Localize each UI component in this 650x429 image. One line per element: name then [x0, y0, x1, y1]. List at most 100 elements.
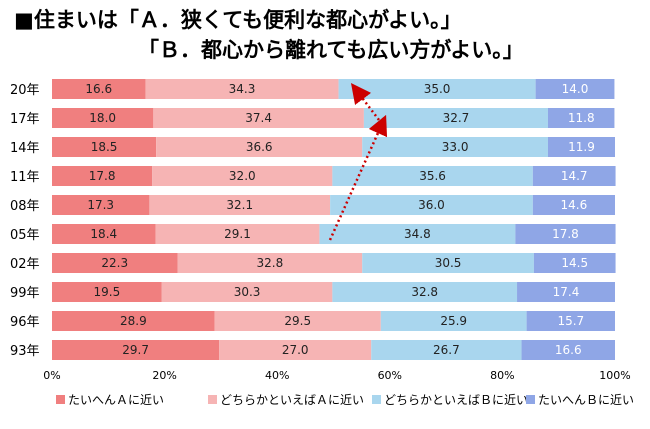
data-label: 29.5: [284, 314, 311, 328]
category-label: 05年: [10, 228, 40, 243]
bar-segment: [153, 108, 364, 128]
x-tick-label: 20%: [152, 369, 176, 382]
bar-segment: [363, 108, 549, 128]
data-label: 15.7: [557, 314, 584, 328]
data-label: 25.9: [440, 314, 467, 328]
legend-swatch: [56, 395, 65, 404]
bar-segment: [362, 137, 549, 157]
x-tick-label: 0%: [43, 369, 60, 382]
data-label: 32.7: [443, 111, 470, 125]
data-label: 35.0: [424, 82, 451, 96]
bar-segment: [52, 79, 146, 99]
data-label: 32.8: [411, 285, 438, 299]
data-label: 29.7: [122, 343, 149, 357]
data-label: 35.6: [419, 169, 446, 183]
bar-segment: [533, 253, 616, 273]
arrow-segment: [328, 114, 388, 241]
bar-segment: [52, 253, 178, 273]
category-label: 17年: [10, 112, 40, 127]
category-label: 96年: [10, 315, 40, 330]
data-label: 37.4: [245, 111, 272, 125]
data-label: 34.3: [229, 82, 256, 96]
x-tick-label: 60%: [378, 369, 402, 382]
bar-segment: [161, 282, 333, 302]
data-label: 17.8: [89, 169, 116, 183]
chart-title-line1: ■住まいは「Ａ．狭くても便利な都心がよい。」: [14, 8, 462, 32]
x-tick-label: 100%: [599, 369, 630, 382]
category-label: 14年: [10, 141, 40, 156]
bar-segment: [152, 166, 333, 186]
bar-segment: [52, 137, 157, 157]
bar-segment: [52, 282, 162, 302]
data-label: 30.3: [234, 285, 261, 299]
data-label: 28.9: [120, 314, 147, 328]
bar-segment: [532, 166, 616, 186]
legend-label: どちらかといえばＢに近い: [384, 393, 528, 407]
category-label: 20年: [10, 83, 40, 98]
legend-swatch: [372, 395, 381, 404]
data-label: 17.4: [553, 285, 580, 299]
data-label: 18.4: [90, 227, 117, 241]
bar-segment: [145, 79, 339, 99]
bar-segment: [535, 79, 615, 99]
bar-segment: [548, 108, 615, 128]
category-label: 11年: [10, 170, 40, 185]
bar-segment: [332, 282, 518, 302]
data-label: 34.8: [404, 227, 431, 241]
data-label: 14.0: [562, 82, 589, 96]
bar-segment: [52, 195, 150, 215]
category-label: 02年: [10, 257, 40, 272]
bar-segment: [155, 224, 320, 244]
trend-arrow: [328, 83, 388, 241]
legend-label: たいへんＡに近い: [68, 393, 164, 407]
category-label: 08年: [10, 199, 40, 214]
legend-swatch: [208, 395, 217, 404]
data-label: 29.1: [224, 227, 251, 241]
legend-swatch: [526, 395, 535, 404]
bar-segment: [380, 311, 527, 331]
data-label: 14.5: [561, 256, 588, 270]
data-label: 16.6: [85, 82, 112, 96]
bar-segment: [371, 340, 522, 360]
bar-segment: [526, 311, 615, 331]
data-label: 26.7: [433, 343, 460, 357]
bar-segment: [332, 166, 533, 186]
data-label: 30.5: [435, 256, 462, 270]
bar-segment: [515, 224, 616, 244]
data-label: 11.8: [568, 111, 595, 125]
bar-segment: [338, 79, 536, 99]
category-label: 99年: [10, 286, 40, 301]
legend-label: たいへんＢに近い: [538, 393, 634, 407]
data-label: 32.8: [257, 256, 284, 270]
data-label: 11.9: [568, 140, 595, 154]
bar-segment: [52, 224, 156, 244]
bar-segment: [330, 195, 533, 215]
data-label: 19.5: [94, 285, 121, 299]
bar-segment: [219, 340, 372, 360]
data-label: 36.0: [418, 198, 445, 212]
bar-segment: [532, 195, 615, 215]
bar-segment: [156, 137, 363, 157]
data-label: 27.0: [282, 343, 309, 357]
data-label: 32.0: [229, 169, 256, 183]
legend-label: どちらかといえばＡに近い: [220, 393, 364, 407]
bar-segment: [52, 311, 215, 331]
chart-title-line2: 「Ｂ．都心から離れても広い方がよい。」: [138, 38, 524, 62]
data-label: 18.5: [91, 140, 118, 154]
data-label: 14.6: [561, 198, 588, 212]
bar-segment: [214, 311, 381, 331]
arrow-segment: [350, 83, 383, 125]
data-label: 36.6: [246, 140, 273, 154]
data-label: 16.6: [555, 343, 582, 357]
bar-segment: [177, 253, 363, 273]
x-tick-label: 80%: [490, 369, 514, 382]
data-label: 17.3: [87, 198, 114, 212]
data-label: 32.1: [226, 198, 253, 212]
category-label: 93年: [10, 344, 40, 359]
bar-segment: [548, 137, 615, 157]
bar-segment: [521, 340, 615, 360]
bar-segment: [52, 166, 153, 186]
bar-segment: [52, 340, 220, 360]
data-label: 22.3: [101, 256, 128, 270]
